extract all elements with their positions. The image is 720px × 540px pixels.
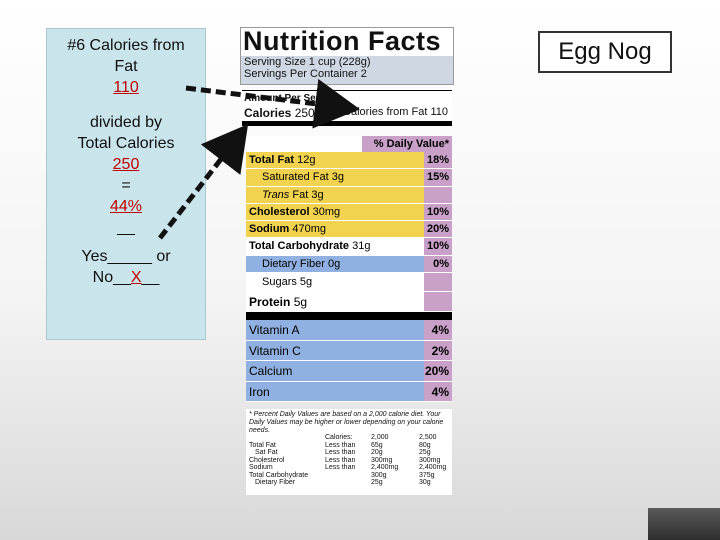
footnote-row: Sat Fat Less than 20g 25g: [255, 449, 431, 456]
total-calories-answer: 250: [112, 156, 140, 173]
row-iron: Iron 4%: [246, 381, 452, 403]
servings-per-container: Servings Per Container 2: [244, 68, 367, 80]
row-total-fat: Total Fat 12g 18%: [246, 152, 452, 170]
calories-value: Calories 250: [244, 106, 315, 120]
dv-blank: [246, 136, 362, 152]
label-header: Nutrition Facts Serving Size 1 cup (228g…: [240, 26, 454, 85]
arrow-to-calories: [158, 124, 249, 240]
blank-line: __: [117, 219, 135, 236]
yes-option: Yes_____ or: [81, 248, 171, 265]
row-cholesterol: Cholesterol 30mg 10%: [246, 203, 452, 222]
label-heading: Nutrition Facts: [243, 26, 442, 56]
footnote-header-row: Calories: 2,000 2,500: [325, 434, 437, 441]
question-line-2: Fat: [114, 58, 138, 75]
footnote-row: Total Fat Less than 65g 80g: [249, 441, 431, 449]
arrow-to-calories-from-fat: [185, 78, 360, 129]
footnote-row: Dietary Fiber 25g 30g: [255, 479, 431, 486]
nutrient-rows: Total Fat 12g 18% Saturated Fat 3g 15% Tra…: [246, 152, 452, 403]
no-answer-mark: X: [130, 269, 142, 286]
vitamin-rows: Vitamin A 4% Vitamin C 2% Calcium 20% Iron 4…: [246, 320, 452, 403]
fat-calories-answer: 110: [113, 79, 139, 96]
row-total-carbohydrate: Total Carbohydrate 31g 10%: [246, 238, 452, 256]
food-title: Egg Nog: [538, 31, 672, 73]
row-protein: Protein 5g: [246, 292, 452, 313]
footnote-row: Sodium Less than 2,400mg 2,400mg: [249, 464, 447, 471]
corner-decoration: [648, 508, 720, 540]
calories-from-fat: Calories from Fat 110: [343, 106, 448, 118]
serving-size: Serving Size 1 cup (228g): [244, 56, 371, 68]
row-vitamin-a: Vitamin A 4%: [246, 320, 452, 341]
footnote-row: Total Carbohydrate 300g 375g: [249, 471, 435, 479]
nutrition-label: Nutrition Facts Serving Size 1 cup (228g…: [240, 26, 454, 497]
row-saturated-fat: Saturated Fat 3g 15%: [246, 169, 452, 187]
row-sodium: Sodium 470mg 20%: [246, 221, 452, 239]
footnote-text: * Percent Daily Values are based on a 2,…: [249, 411, 444, 434]
question-line-1: #6 Calories from: [67, 37, 185, 54]
row-vitamin-c: Vitamin C 2%: [246, 340, 452, 362]
label-footnote: * Percent Daily Values are based on a 2,…: [246, 409, 452, 495]
row-dietary-fiber: Dietary Fiber 0g 0%: [246, 255, 452, 274]
thick-separator: [246, 312, 452, 321]
total-calories-label: Total Calories: [77, 135, 175, 152]
percent-answer: 44%: [109, 198, 143, 215]
footnote-table: Calories: 2,000 2,500 Total Fat Less than…: [249, 434, 449, 487]
footnote-row: Cholesterol Less than 300mg 300mg: [249, 456, 441, 464]
no-option: No__X__: [92, 269, 160, 286]
row-calcium: Calcium 20%: [246, 361, 452, 382]
equals-sign: =: [121, 177, 131, 194]
row-sugars: Sugars 5g: [246, 273, 452, 293]
question-panel: #6 Calories from Fat 110 divided by Tota…: [46, 28, 206, 340]
daily-value-header: % Daily Value*: [362, 136, 452, 152]
row-trans-fat: Trans Fat 3g: [246, 186, 452, 204]
divided-by-text: divided by: [89, 114, 163, 131]
